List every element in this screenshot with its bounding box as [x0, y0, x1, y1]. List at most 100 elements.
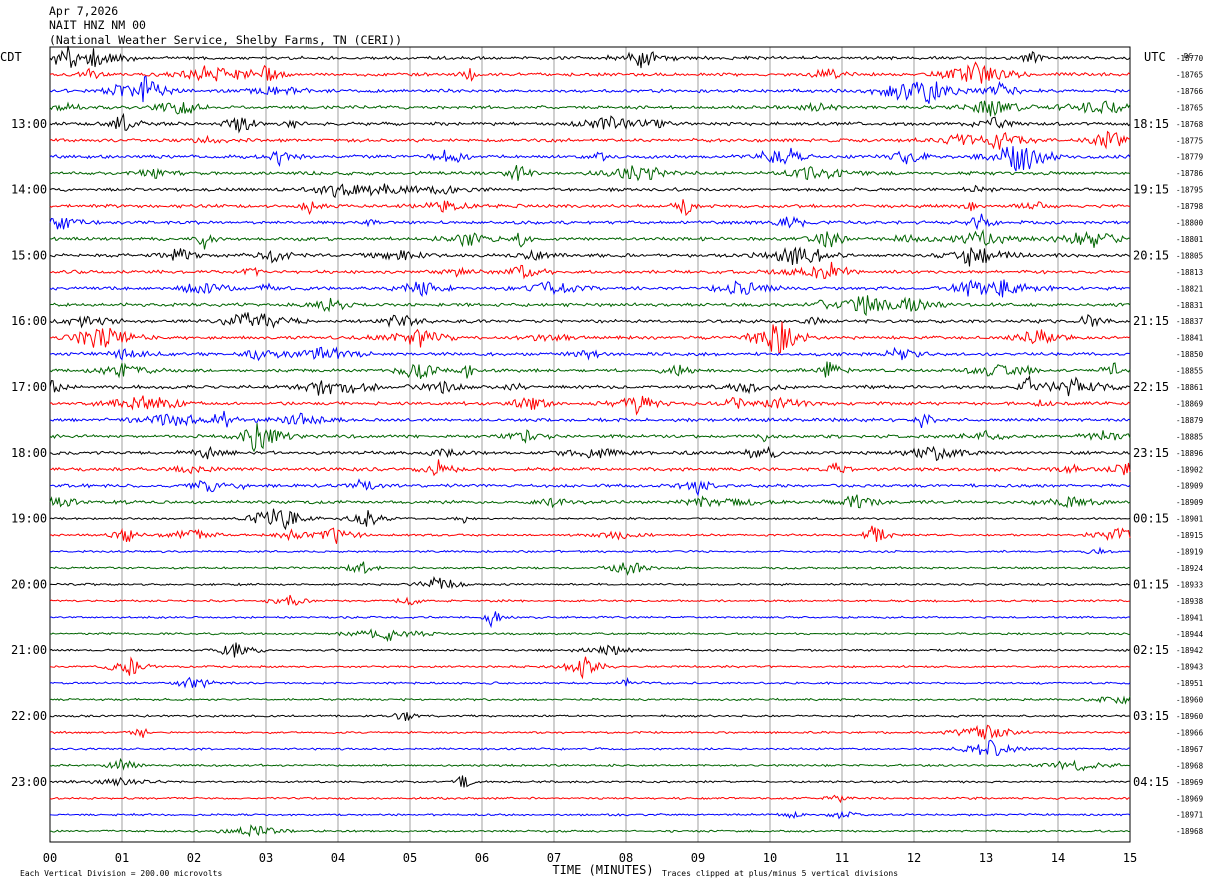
time-label-utc: 23:15	[1133, 446, 1169, 460]
left-axis-title: CDT	[0, 50, 22, 64]
x-tick-label: 00	[43, 851, 57, 865]
trace-row	[49, 213, 1131, 231]
dc-offset-label: -18960	[1176, 696, 1204, 705]
trace-row	[49, 810, 1131, 820]
trace-row	[49, 546, 1131, 555]
trace-row	[49, 246, 1131, 267]
x-tick-label: 01	[115, 851, 129, 865]
trace-row	[49, 459, 1131, 477]
trace-row	[49, 183, 1131, 199]
x-tick-label: 02	[187, 851, 201, 865]
right-axis-title: UTC	[1144, 50, 1166, 64]
dc-offset-label: -18919	[1176, 548, 1203, 557]
x-tick-label: 09	[691, 851, 705, 865]
dc-offset-label: -18801	[1176, 235, 1203, 244]
trace-row	[49, 423, 1131, 453]
dc-offset-label: -18768	[1176, 120, 1204, 129]
x-tick-label: 08	[619, 851, 633, 865]
dc-offset-label: -18933	[1176, 580, 1203, 589]
dc-offset-label: -18869	[1176, 399, 1203, 408]
dc-offset-label: -18821	[1176, 284, 1203, 293]
time-label-utc: 22:15	[1133, 380, 1169, 394]
time-label-utc: 18:15	[1133, 117, 1169, 131]
label-layer: CDT UTC DC 13:00 14:00 15:00 16:00 17:00 18:00 19…	[0, 50, 1204, 878]
trace-row	[49, 100, 1131, 117]
dc-offset-label: -18915	[1176, 531, 1203, 540]
dc-offset-label: -18861	[1176, 383, 1203, 392]
time-label-cdt: 19:00	[11, 512, 47, 526]
dc-offset-label: -18943	[1176, 663, 1203, 672]
trace-row	[49, 395, 1131, 416]
dc-offset-label: -18779	[1176, 153, 1203, 162]
trace-row	[49, 346, 1131, 362]
trace-row	[49, 374, 1131, 397]
dc-offset-label: -18909	[1176, 498, 1203, 507]
dc-offset-label: -18805	[1176, 251, 1203, 260]
trace-row	[49, 676, 1131, 689]
time-label-cdt: 20:00	[11, 577, 47, 591]
chart-date: Apr 7,2026	[49, 4, 119, 18]
dc-offset-label: -18879	[1176, 416, 1203, 425]
trace-layer	[49, 45, 1131, 838]
time-label-utc: 19:15	[1133, 183, 1169, 197]
dc-offset-label: -18855	[1176, 367, 1203, 376]
x-tick-label: 07	[547, 851, 561, 865]
trace-row	[49, 724, 1131, 740]
dc-offset-label: -18885	[1176, 432, 1203, 441]
dc-offset-label: -18795	[1176, 186, 1203, 195]
x-tick-label: 14	[1051, 851, 1065, 865]
dc-offset-label: -18969	[1176, 794, 1203, 803]
dc-offset-label: -18786	[1176, 169, 1204, 178]
trace-row	[49, 739, 1131, 756]
trace-row	[49, 757, 1131, 772]
dc-offset-label: -18837	[1176, 317, 1203, 326]
trace-row	[49, 279, 1131, 298]
trace-row	[49, 695, 1131, 705]
dc-offset-label: -18896	[1176, 449, 1204, 458]
plot-frame	[49, 46, 1131, 843]
trace-row	[49, 45, 1131, 69]
x-tick-label: 13	[979, 851, 993, 865]
dc-offset-label: -18938	[1176, 597, 1204, 606]
dc-offset-label: -18766	[1176, 87, 1204, 96]
dc-offset-label: -18969	[1176, 778, 1203, 787]
time-label-utc: 02:15	[1133, 643, 1169, 657]
trace-row	[49, 311, 1131, 329]
x-tick-label: 03	[259, 851, 273, 865]
footer-scale-note: Each Vertical Division = 200.00 microvol…	[20, 869, 222, 878]
trace-row	[49, 199, 1131, 217]
dc-offset-label: -18765	[1176, 70, 1203, 79]
trace-row	[49, 146, 1131, 172]
dc-offset-label: -18966	[1176, 728, 1204, 737]
trace-row	[49, 628, 1131, 643]
trace-row	[49, 130, 1131, 150]
dc-offset-label: -18968	[1176, 761, 1204, 770]
dc-offset-label: -18813	[1176, 268, 1203, 277]
time-label-cdt: 16:00	[11, 314, 47, 328]
time-label-cdt: 13:00	[11, 117, 47, 131]
trace-row	[49, 824, 1130, 838]
time-label-cdt: 18:00	[11, 446, 47, 460]
trace-row	[49, 165, 1131, 182]
trace-row	[49, 561, 1131, 576]
x-tick-label: 10	[763, 851, 777, 865]
dc-offset-label: -18967	[1176, 745, 1203, 754]
trace-row	[49, 712, 1131, 721]
x-tick-label: 04	[331, 851, 345, 865]
trace-row	[49, 494, 1131, 509]
dc-offset-label: -18800	[1176, 219, 1204, 228]
dc-offset-label: -18971	[1176, 811, 1203, 820]
time-label-cdt: 14:00	[11, 183, 47, 197]
dc-offset-label: -18901	[1176, 515, 1203, 524]
trace-row	[49, 775, 1131, 788]
time-label-utc: 00:15	[1133, 512, 1169, 526]
trace-row	[49, 594, 1131, 606]
dc-offset-label: -18770	[1176, 54, 1204, 63]
dc-offset-label: -18960	[1176, 712, 1204, 721]
dc-offset-label: -18924	[1176, 564, 1204, 573]
x-tick-label: 05	[403, 851, 417, 865]
station-id: NAIT HNZ NM 00	[49, 18, 146, 32]
dc-offset-label: -18850	[1176, 350, 1204, 359]
x-tick-label: 15	[1123, 851, 1137, 865]
